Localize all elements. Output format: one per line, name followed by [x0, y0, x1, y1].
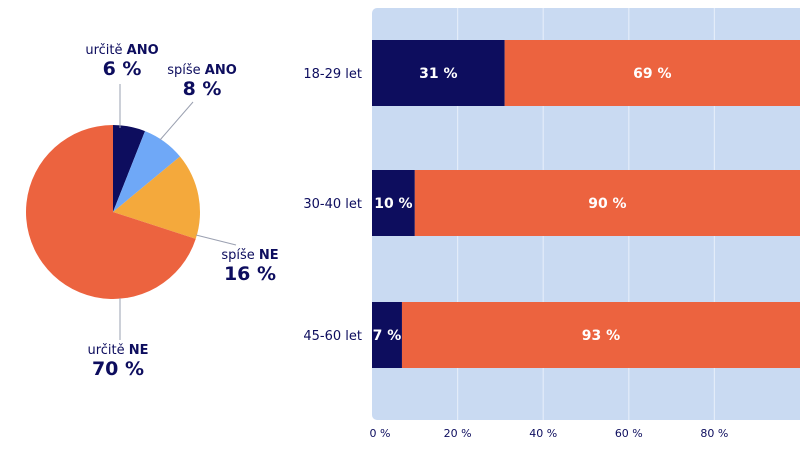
pie-leader-spise-ne [195, 234, 237, 246]
x-tick-label-80: 80 % [700, 427, 728, 440]
bar-label-ano-30-40: 10 % [374, 196, 412, 212]
bar-label-ne-45-60: 93 % [582, 328, 620, 344]
pie-slice-urcite-ne [25, 125, 196, 299]
bar-ne-45-60 [401, 302, 800, 368]
pie-value-urcite-ano: 6 % [102, 57, 142, 80]
bar-label-ne-18-29: 69 % [633, 66, 671, 82]
bar-ne-18-29 [504, 40, 800, 106]
x-tick-label-60: 60 % [615, 427, 643, 440]
x-tick-label-20: 20 % [444, 427, 472, 440]
bar-label-ano-45-60: 7 % [373, 328, 402, 344]
pie-value-spise-ano: 8 % [182, 77, 222, 100]
category-label-30-40: 30-40 let [303, 197, 362, 212]
category-label-45-60: 45-60 let [303, 329, 362, 344]
pie-label-urcite-ne: určitě NE 70 % [68, 340, 168, 381]
pie-slice-urcite-ano [113, 125, 146, 212]
bar-label-ano-18-29: 31 % [419, 66, 457, 82]
pie-value-spise-ne: 16 % [223, 262, 277, 285]
pie-label-urcite-ano: určitě ANO 6 % [72, 40, 172, 81]
bar-ne-30-40 [414, 170, 800, 236]
pie-slice-spise-ne [113, 156, 200, 239]
pie-leader-spise-ano [159, 101, 194, 141]
pie-label-spise-ne: spíše NE 16 % [200, 245, 300, 286]
bar-ano-30-40 [372, 170, 415, 236]
pie-value-urcite-ne: 70 % [91, 357, 145, 380]
x-tick-label-0: 0 % [370, 427, 391, 440]
pie-slice-spise-ano [113, 131, 181, 212]
x-tick-label-40: 40 % [529, 427, 557, 440]
bar-ano-45-60 [372, 302, 402, 368]
pie-label-spise-ano: spíše ANO 8 % [152, 60, 252, 101]
bar-label-ne-30-40: 90 % [588, 196, 626, 212]
category-label-18-29: 18-29 let [303, 67, 362, 82]
bar-ano-18-29 [372, 40, 505, 106]
